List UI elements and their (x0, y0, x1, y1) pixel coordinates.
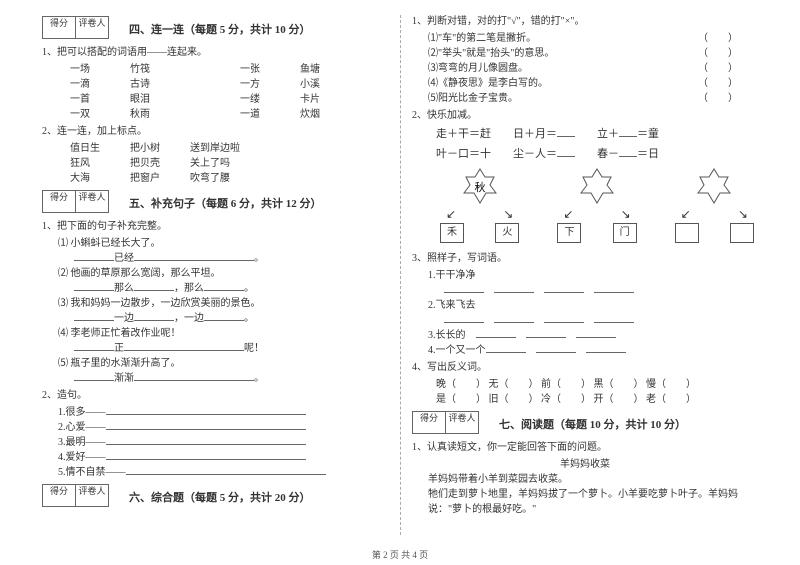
diagram-1: 秋 ↙↘ 禾火 (436, 167, 523, 243)
passage-p2: 牠们走到萝卜地里，羊妈妈拔了一个萝卜。小羊要吃萝卜叶子。羊妈妈说："萝卜的根最好… (428, 485, 758, 515)
left-column: 得分 评卷人 四、连一连（每题 5 分，共计 10 分） 1、把可以搭配的词语用… (30, 10, 400, 545)
star-icon (694, 167, 734, 207)
match-grid: 一场竹筏一张鱼塘 一滴古诗一方小溪 一首眼泪一缕卡片 一双秋雨一道炊烟 (42, 60, 388, 120)
q5-1-items: ⑴ 小蝌蚪已经长大了。 已经。 ⑵ 他画的草原那么宽阔，那么平坦。 那么，那么。… (58, 234, 388, 384)
q6-3-items: 1.干干净净 2.飞来飞去 3.长长的 4.一个又一个 (428, 266, 758, 356)
page-footer: 第 2 页 共 4 页 (0, 548, 800, 561)
make-sentences: 1.很多—— 2.心爱—— 3.最明—— 4.爱好—— 5.情不自禁—— (58, 403, 388, 478)
arrow-icon: ↙ (563, 207, 573, 223)
score-box: 得分 评卷人 (412, 411, 479, 434)
arrow-icon: ↘ (621, 207, 631, 223)
passage-title: 羊妈妈收菜 (412, 455, 758, 470)
score-label: 得分 (42, 16, 76, 39)
arrow-icon: ↙ (446, 207, 456, 223)
reviewer-label: 评卷人 (76, 16, 109, 39)
section-5-header: 得分 评卷人 五、补充句子（每题 6 分，共计 12 分） (42, 184, 388, 215)
q6-4: 4、写出反义词。 (412, 358, 758, 373)
section-7-header: 得分 评卷人 七、阅读题（每题 10 分，共计 10 分） (412, 405, 758, 436)
antonym-row-2: 是（ ） 旧（ ） 冷（ ） 开（ ） 老（ ） (436, 390, 758, 405)
score-box: 得分 评卷人 (42, 16, 109, 39)
section-7-title: 七、阅读题（每题 10 分，共计 10 分） (499, 416, 686, 432)
star-icon: 秋 (460, 167, 500, 207)
q5-1: 1、把下面的句子补充完整。 (42, 217, 388, 232)
q5-2: 2、造句。 (42, 386, 388, 401)
q6-1: 1、判断对错，对的打"√"，错的打"×"。 (412, 12, 758, 27)
antonym-row-1: 晚（ ） 无（ ） 前（ ） 黑（ ） 慢（ ） (436, 375, 758, 390)
diagram-3: ↙↘ (671, 167, 758, 243)
right-column: 1、判断对错，对的打"√"，错的打"×"。 ⑴"车"的第二笔是撇折。（ ） ⑵"… (400, 10, 770, 545)
column-divider (400, 15, 401, 535)
section-6-title: 六、综合题（每题 5 分，共计 20 分） (129, 489, 311, 505)
arrow-icon: ↘ (503, 207, 513, 223)
q7-1: 1、认真读短文，你一定能回答下面的问题。 (412, 438, 758, 453)
judge-list: ⑴"车"的第二笔是撇折。（ ） ⑵"举头"就是"抬头"的意思。（ ） ⑶弯弯的月… (428, 29, 758, 104)
section-4-title: 四、连一连（每题 5 分，共计 10 分） (129, 21, 311, 37)
equation-row-1: 走＋干＝赶 日＋月＝ 立＋＝童 (436, 125, 758, 141)
section-5-title: 五、补充句子（每题 6 分，共计 12 分） (129, 195, 322, 211)
diagram-row: 秋 ↙↘ 禾火 ↙↘ 下门 ↙↘ (436, 167, 758, 243)
match2: 值日生把小树送到岸边啦 狂风把贝壳关上了吗 大海把窗户吹弯了腰 (42, 139, 388, 184)
star-text: 秋 (474, 180, 485, 194)
star-icon (577, 167, 617, 207)
q4-1: 1、把可以搭配的词语用——连起来。 (42, 43, 388, 58)
arrow-icon: ↙ (681, 207, 691, 223)
q4-2: 2、连一连，加上标点。 (42, 122, 388, 137)
page: 得分 评卷人 四、连一连（每题 5 分，共计 10 分） 1、把可以搭配的词语用… (0, 0, 800, 565)
section-4-header: 得分 评卷人 四、连一连（每题 5 分，共计 10 分） (42, 10, 388, 41)
equation-row-2: 叶－口＝十 尘－人＝ 春－＝日 (436, 145, 758, 161)
arrow-icon: ↘ (738, 207, 748, 223)
score-box: 得分 评卷人 (42, 190, 109, 213)
passage-p1: 羊妈妈带着小羊到菜园去收菜。 (428, 470, 758, 485)
q6-3: 3、照样子，写词语。 (412, 249, 758, 264)
section-6-header: 得分 评卷人 六、综合题（每题 5 分，共计 20 分） (42, 478, 388, 509)
diagram-2: ↙↘ 下门 (553, 167, 640, 243)
q6-2: 2、快乐加减。 (412, 106, 758, 121)
score-box: 得分 评卷人 (42, 484, 109, 507)
